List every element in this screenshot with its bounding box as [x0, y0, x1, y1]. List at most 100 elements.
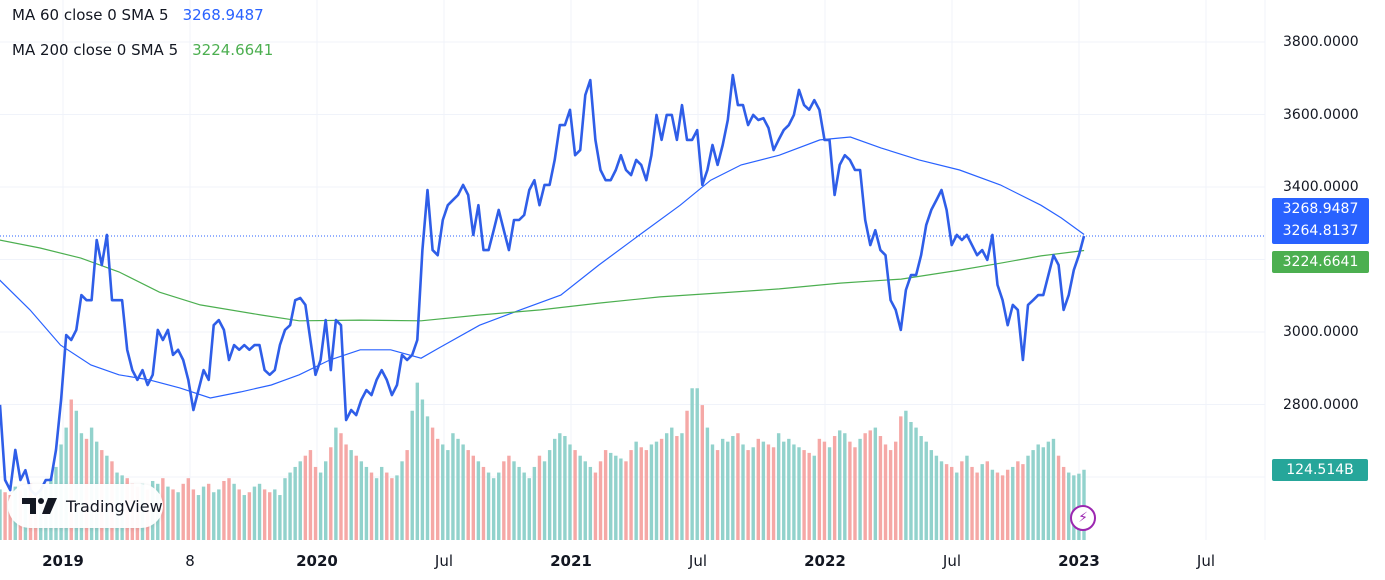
volume-bar — [339, 433, 343, 540]
time-tick-label: Jul — [1196, 552, 1216, 570]
volume-bar — [400, 461, 404, 540]
volume-bar — [446, 450, 450, 540]
volume-bar — [334, 427, 338, 540]
time-tick-label: 8 — [185, 552, 195, 570]
legend-ma200[interactable]: MA 200 close 0 SMA 5 3224.6641 — [12, 41, 273, 59]
volume-bar — [1000, 475, 1005, 540]
volume-bar — [705, 427, 710, 540]
volume-bar — [766, 444, 771, 540]
volume-bar — [578, 455, 582, 540]
volume-bar — [888, 450, 893, 540]
volume-bar — [324, 461, 328, 540]
volume-bar — [451, 433, 455, 540]
volume-bar — [1021, 464, 1025, 540]
volume-bar — [517, 466, 521, 540]
volume-bar — [756, 438, 760, 540]
volume-bar — [751, 447, 755, 540]
volume-bar — [537, 455, 542, 540]
volume-bar — [995, 472, 1000, 540]
legend-label: MA 60 close 0 SMA 5 — [12, 6, 169, 24]
volume-bar — [354, 455, 358, 540]
volume-bar — [512, 461, 516, 540]
volume-bar — [685, 410, 689, 540]
volume-bar — [797, 447, 801, 540]
volume-bar — [288, 472, 292, 540]
volume-bar — [649, 444, 654, 540]
volume-bar — [624, 461, 628, 540]
volume-bar — [619, 458, 623, 540]
volume-bar — [379, 466, 384, 540]
volume-bar — [812, 455, 816, 540]
volume-bar — [171, 489, 175, 540]
volume-bars — [0, 382, 1086, 540]
volume-bar — [558, 433, 562, 540]
volume-bar — [471, 455, 475, 540]
volume-bar — [1067, 472, 1071, 540]
price-line — [0, 73, 1086, 497]
volume-bar — [914, 427, 918, 540]
volume-bar — [1041, 447, 1045, 540]
volume-bar — [858, 438, 862, 540]
volume-bar — [191, 489, 196, 540]
volume-bar — [659, 438, 664, 540]
volume-bar — [680, 433, 684, 540]
volume-bar — [298, 461, 302, 540]
time-tick-label: Jul — [434, 552, 454, 570]
volume-bar — [939, 461, 944, 540]
volume-bar — [481, 466, 486, 540]
ma200-price-tag: 3224.6641 — [1272, 251, 1369, 273]
volume-bar — [1061, 466, 1066, 540]
volume-bar — [868, 430, 872, 540]
volume-bar — [848, 441, 852, 540]
volume-bar — [990, 469, 995, 540]
volume-bar — [69, 399, 73, 540]
volume-bar — [8, 495, 12, 540]
volume-bar — [385, 472, 389, 540]
volume-bar — [359, 461, 364, 540]
ma60-line — [0, 136, 1085, 399]
volume-bar — [232, 483, 236, 540]
volume-bar — [1011, 466, 1015, 540]
volume-bar — [1056, 455, 1061, 540]
volume-bar — [1005, 469, 1010, 540]
volume-bar — [1026, 455, 1030, 540]
volume-bar — [344, 444, 348, 540]
volume-bar — [283, 478, 287, 540]
volume-bar — [486, 472, 491, 540]
time-tick-label: Jul — [688, 552, 708, 570]
tradingview-logo-icon — [22, 498, 57, 514]
price-lines — [0, 73, 1265, 497]
price-tick-label: 3600.0000 — [1283, 106, 1359, 123]
volume-bar — [878, 436, 883, 540]
lightning-icon[interactable]: ⚡ — [1070, 505, 1096, 531]
volume-bar — [873, 427, 878, 540]
legend-ma60[interactable]: MA 60 close 0 SMA 5 3268.9487 — [12, 6, 264, 24]
volume-bar — [603, 450, 608, 540]
volume-bar — [741, 444, 745, 540]
volume-bar — [1046, 441, 1051, 540]
volume-bar — [186, 478, 191, 540]
volume-bar — [425, 416, 430, 540]
volume-bar — [929, 450, 934, 540]
volume-bar — [883, 444, 888, 540]
volume-bar — [654, 441, 659, 540]
volume-bar — [934, 455, 939, 540]
volume-bar — [441, 444, 445, 540]
volume-bar — [430, 427, 435, 540]
volume-bar — [609, 452, 613, 540]
volume-bar — [227, 478, 231, 540]
volume-bar — [502, 461, 506, 540]
volume-bar — [949, 466, 954, 540]
tradingview-logo[interactable]: TradingView — [8, 484, 163, 528]
volume-bar — [89, 427, 94, 540]
volume-bar — [395, 475, 399, 540]
volume-bar — [634, 441, 638, 540]
volume-bar — [405, 450, 409, 540]
volume-bar — [308, 450, 313, 540]
volume-bar — [181, 483, 185, 540]
volume-bar — [217, 489, 221, 540]
volume-bar — [0, 489, 2, 540]
volume-bar — [176, 492, 180, 540]
volume-bar — [639, 447, 643, 540]
